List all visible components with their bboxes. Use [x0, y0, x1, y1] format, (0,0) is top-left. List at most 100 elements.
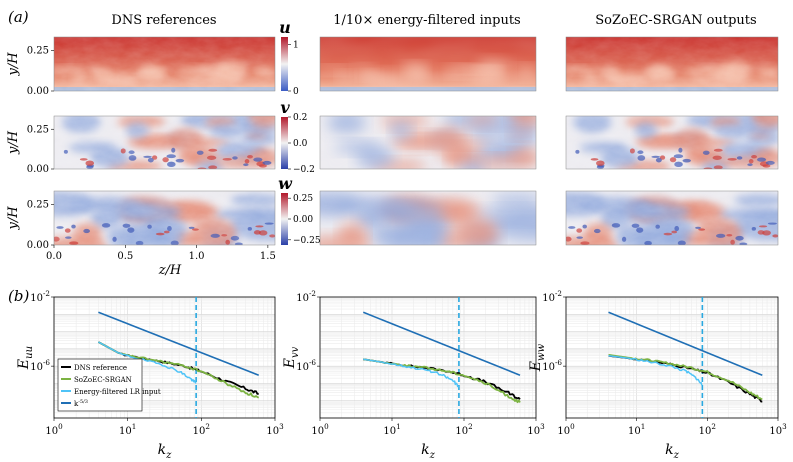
colorbars: u1 0v0.2 0.0 −0.2w0.25 0.00 −0.25: [278, 18, 321, 246]
field-frame: [53, 36, 276, 92]
plot-frame: [53, 296, 276, 419]
series-energy-filtered-lr: [363, 358, 460, 388]
colorbar-tick-label: 0.0: [293, 139, 308, 149]
column-title-dns: DNS references: [111, 13, 216, 28]
colorbar-label-v: v: [280, 98, 290, 117]
panel-b-label: (b): [8, 287, 29, 305]
field-v-sr: [565, 115, 779, 170]
flow-field-panels: [53, 36, 779, 246]
tick-label: 103: [527, 422, 545, 437]
turbulence-texture: [54, 191, 275, 245]
tick-label: 102: [699, 422, 716, 437]
turbulence-texture: [54, 116, 275, 169]
tick-label: 102: [193, 422, 210, 437]
xtick-label: 0.5: [117, 251, 133, 262]
turbulence-texture: [320, 37, 536, 91]
tick-label: 101: [628, 422, 645, 437]
field-u-dns: [53, 36, 276, 92]
field-u-lr: [319, 36, 537, 92]
tick-label: 102: [455, 422, 472, 437]
field-v-lr: [319, 115, 537, 170]
plot-frame: [565, 296, 779, 419]
turbulence-texture: [566, 116, 778, 169]
legend-box: [57, 358, 143, 412]
tick-label: 10-2: [296, 289, 316, 304]
colorbar-tick-label: −0.2: [293, 165, 315, 175]
ytick-label: 0.00: [27, 164, 49, 175]
series-energy-filtered-lr: [98, 341, 197, 384]
turbulence-texture: [320, 116, 536, 169]
tick-label: 10-6: [30, 358, 50, 373]
colorbar-v: [281, 117, 288, 169]
field-u-sr: [565, 36, 779, 92]
field-frame: [319, 115, 537, 170]
turbulence-texture: [566, 37, 778, 91]
legend: DNS reference SoZoEC-SRGAN Energy-filtered…: [57, 358, 161, 412]
field-frame: [53, 115, 276, 170]
legend-label: SoZoEC-SRGAN: [74, 376, 132, 384]
plot-frame: [319, 296, 537, 419]
turbulence-texture: [320, 191, 536, 245]
tick-label: 101: [119, 422, 136, 437]
legend-label: k-5/3: [74, 399, 88, 408]
tick-label: 103: [266, 422, 284, 437]
ytick-label: 0.25: [27, 124, 49, 135]
series-dns-reference: [608, 354, 763, 403]
tick-label: 100: [557, 422, 575, 437]
ytick-label: 0.25: [27, 46, 49, 57]
turbulence-texture: [54, 37, 275, 91]
colorbar-u: [281, 37, 288, 91]
ytick-label: 0.00: [27, 86, 49, 97]
series-energy-filtered-lr: [608, 354, 703, 386]
colorbar-tick-label: 0.00: [293, 215, 313, 225]
xtick-label: 1.0: [189, 251, 205, 262]
turbulence-texture: [566, 191, 778, 245]
colorbar-tick-label: 0: [293, 87, 299, 97]
column-title-filtered: 1/10× energy-filtered inputs: [333, 13, 520, 28]
colorbar-tick-label: 0.25: [293, 194, 313, 204]
field-frame: [565, 115, 779, 170]
spectrum-xlabel: kz: [158, 442, 172, 461]
series-kolmogorov-reference: [608, 311, 763, 376]
column-title-srgan: SoZoEC-SRGAN outputs: [595, 13, 756, 28]
colorbar-tick-label: −0.25: [293, 236, 321, 246]
panel-a-label: (a): [8, 8, 29, 26]
colorbar-w: [281, 193, 288, 245]
series-kolmogorov-reference: [98, 311, 259, 376]
field-axes: y/H0.250.00y/H0.250.00y/H0.250.000.0 0.5 1…: [6, 46, 276, 279]
spectrum-xlabel: kz: [421, 442, 435, 461]
colorbar-tick-label: 0.2: [293, 113, 307, 123]
field-frame: [565, 36, 779, 92]
colorbar-label-u: u: [279, 18, 291, 37]
xtick-label: 0.0: [46, 251, 62, 262]
colorbar-tick-label: 1: [293, 41, 299, 51]
tick-label: 101: [383, 422, 400, 437]
field-w-lr: [319, 190, 537, 246]
field-frame: [319, 190, 537, 246]
tick-label: 10-2: [542, 289, 562, 304]
field-v-dns: [53, 115, 276, 170]
field-frame: [565, 190, 779, 246]
colorbar-label-w: w: [278, 174, 293, 193]
field-frame: [53, 190, 276, 246]
field-ylabel: y/H: [6, 52, 21, 77]
tick-label: 100: [311, 422, 329, 437]
tick-label: 103: [769, 422, 787, 437]
field-xlabel: z/H: [158, 263, 182, 278]
field-ylabel: y/H: [6, 206, 21, 231]
tick-label: 100: [45, 422, 63, 437]
spectrum-xlabel: kz: [665, 442, 679, 461]
field-frame: [319, 36, 537, 92]
xtick-label: 1.5: [260, 251, 276, 262]
tick-label: 10-6: [296, 358, 316, 373]
legend-label: DNS reference: [74, 364, 127, 372]
tick-label: 10-2: [30, 289, 50, 304]
ytick-label: 0.00: [27, 240, 49, 251]
legend-label: Energy-filtered LR input: [74, 388, 161, 396]
ytick-label: 0.25: [27, 200, 49, 211]
